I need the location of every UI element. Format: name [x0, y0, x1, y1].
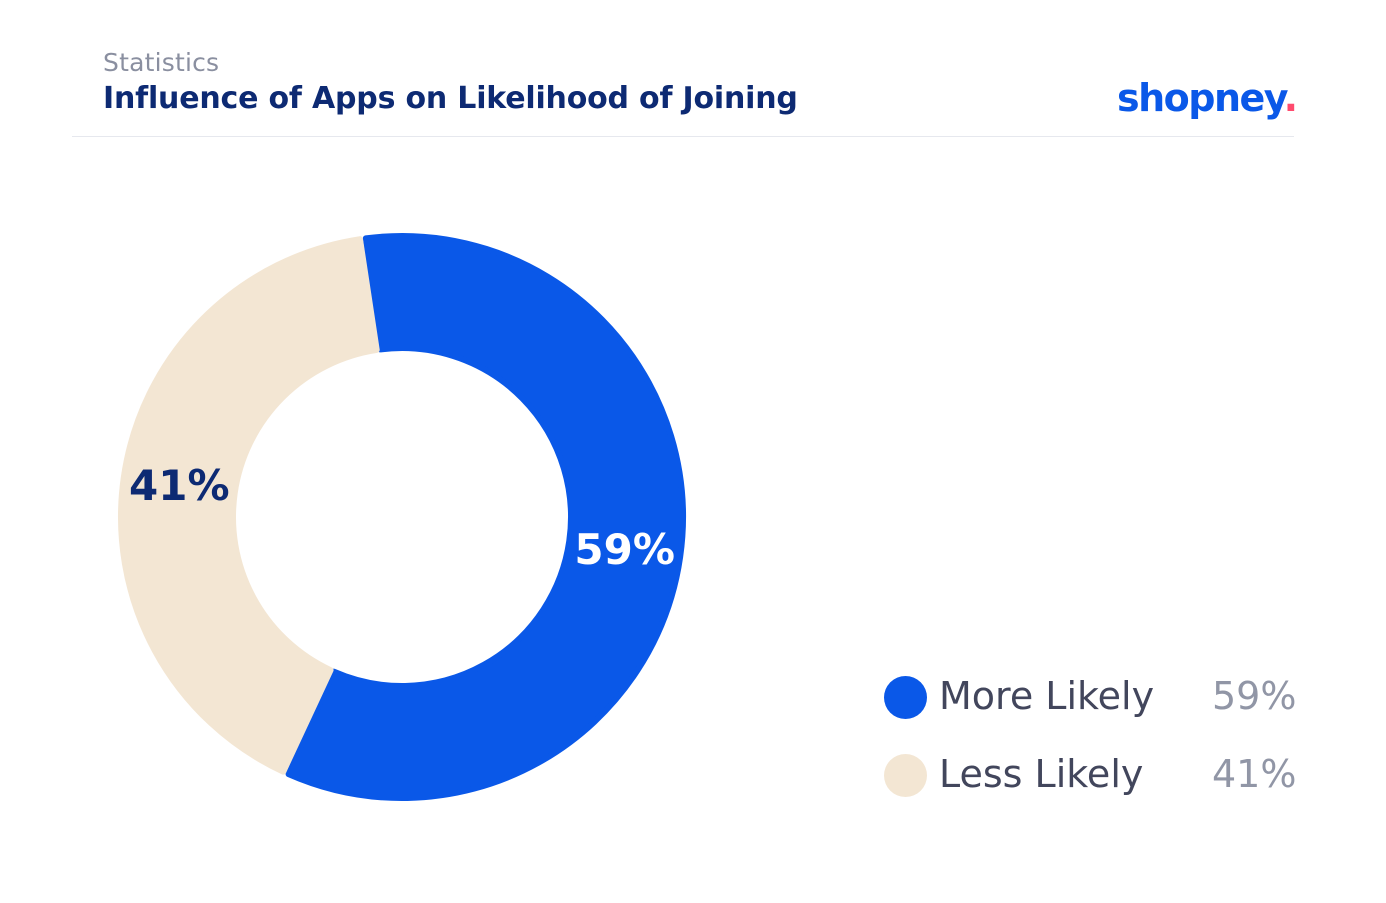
donut-label-less-likely: 41%	[129, 461, 230, 510]
brand-logo: shopney.	[1117, 76, 1298, 120]
legend-item-less-likely: Less Likely 41%	[884, 750, 1304, 800]
donut-slice-more-likely	[285, 233, 686, 801]
legend-swatch-less-likely	[884, 754, 927, 797]
legend-item-more-likely: More Likely 59%	[884, 672, 1304, 722]
legend-value-less-likely: 41%	[1212, 752, 1297, 796]
legend-label-more-likely: More Likely	[939, 674, 1155, 718]
donut-slice-less-likely	[118, 236, 380, 775]
legend-label-less-likely: Less Likely	[939, 752, 1144, 796]
legend-swatch-more-likely	[884, 676, 927, 719]
header-divider	[72, 136, 1294, 137]
logo-dot: .	[1283, 76, 1298, 120]
kicker-label: Statistics	[103, 48, 220, 77]
donut-label-more-likely: 59%	[574, 525, 675, 574]
legend-value-more-likely: 59%	[1212, 674, 1297, 718]
chart-title: Influence of Apps on Likelihood of Joini…	[103, 81, 798, 116]
logo-text: shopney	[1117, 76, 1285, 120]
